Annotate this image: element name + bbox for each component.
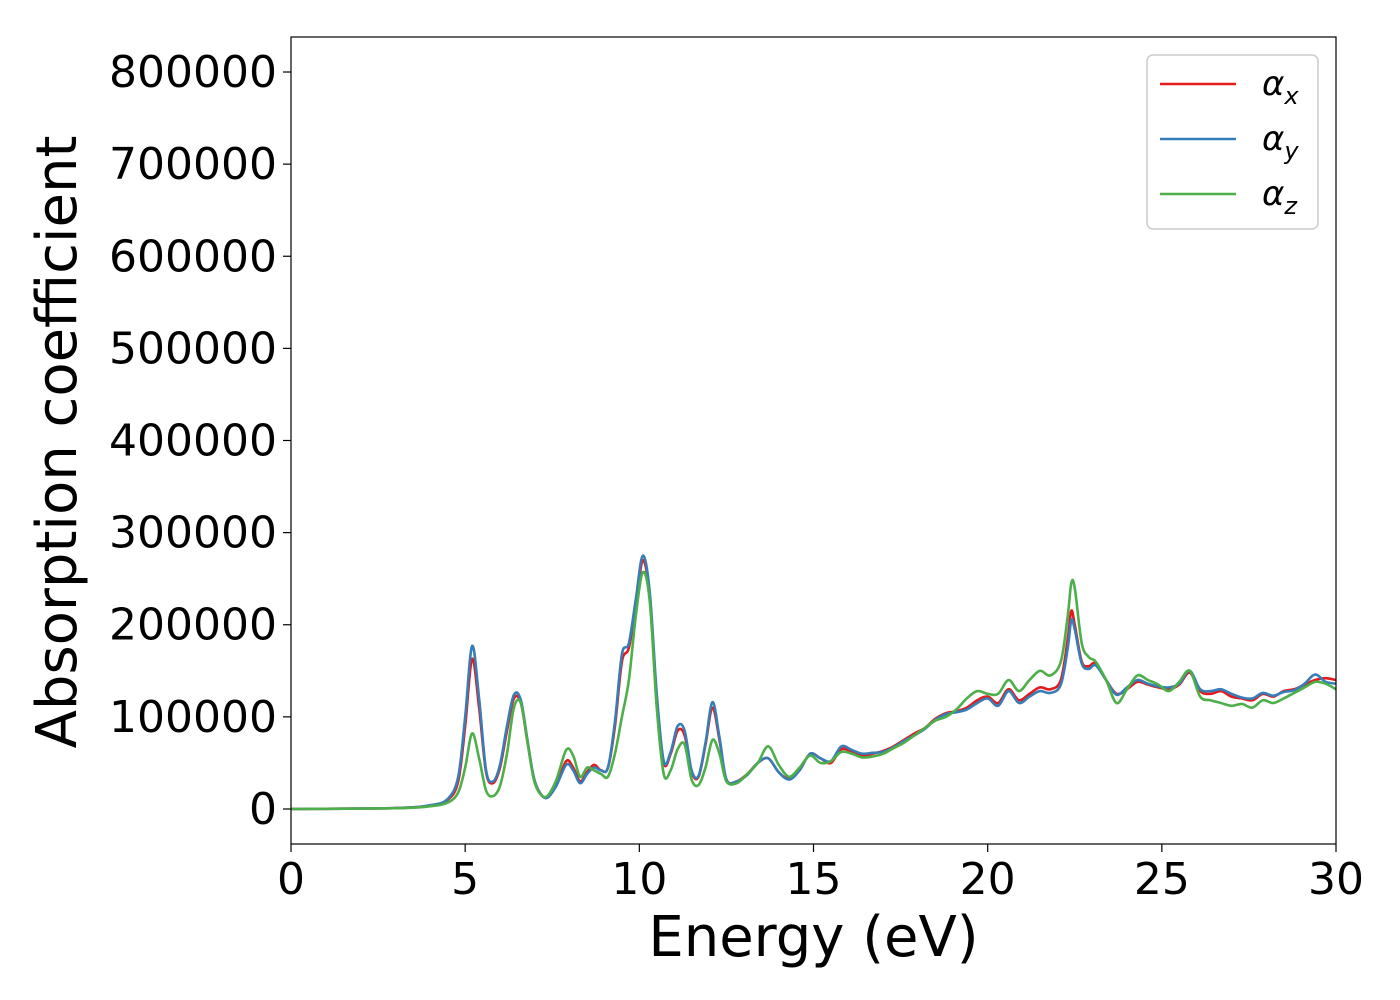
y-tick-label: 800000 xyxy=(109,47,277,98)
legend-symbol: α xyxy=(1262,119,1284,159)
x-tick-label: 5 xyxy=(451,854,479,905)
legend-symbol: α xyxy=(1262,174,1284,214)
legend-label-alpha-z: αz xyxy=(1262,174,1298,220)
x-tick-label: 10 xyxy=(611,854,667,905)
x-axis-label: Energy (eV) xyxy=(648,905,978,970)
x-tick-label: 20 xyxy=(960,854,1016,905)
y-tick-label: 700000 xyxy=(109,139,277,190)
legend-label-alpha-x: αx xyxy=(1262,64,1299,110)
y-tick-label: 100000 xyxy=(109,692,277,743)
y-tick-label: 600000 xyxy=(109,231,277,282)
legend-label-alpha-y: αy xyxy=(1262,119,1299,165)
y-tick-label: 300000 xyxy=(109,508,277,559)
x-tick-label: 0 xyxy=(277,854,305,905)
x-axis-ticks: 0 5 10 15 20 25 30 xyxy=(277,844,1364,905)
legend-symbol: α xyxy=(1262,64,1284,104)
legend-frame xyxy=(1146,54,1319,230)
y-tick-label: 0 xyxy=(249,784,277,835)
series-line-alpha-z xyxy=(290,570,1337,811)
y-tick-label: 400000 xyxy=(109,416,277,467)
legend-subscript: x xyxy=(1283,82,1299,110)
legend-subscript: z xyxy=(1283,192,1298,220)
y-tick-label: 500000 xyxy=(109,323,277,374)
x-tick-label: 25 xyxy=(1134,854,1190,905)
y-axis-ticks: 0 100000 200000 300000 400000 500000 600000 700… xyxy=(109,47,291,835)
x-tick-label: 30 xyxy=(1308,854,1364,905)
y-tick-label: 200000 xyxy=(109,600,277,651)
legend-subscript: y xyxy=(1283,137,1299,165)
series-layer xyxy=(290,554,1337,811)
x-tick-label: 15 xyxy=(786,854,842,905)
y-axis-label: Absorption coefficient xyxy=(25,136,90,749)
series-line-alpha-y xyxy=(290,554,1337,811)
